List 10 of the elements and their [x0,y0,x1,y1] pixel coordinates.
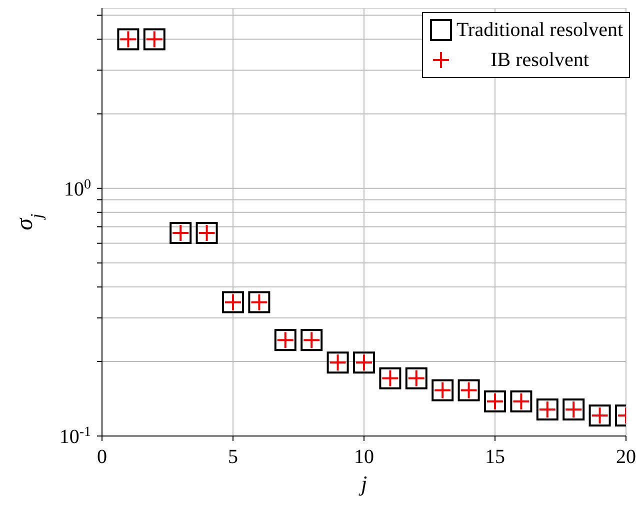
x-axis-title: j [358,471,368,496]
y-tick-label: 10$^{-1}$ [59,424,91,448]
x-tick-label: 10 [354,446,374,468]
x-tick-label: 20 [616,446,636,468]
x-tick-label: 0 [97,446,107,468]
legend-label: Traditional resolvent [456,18,623,42]
legend-label: IB resolvent [490,48,590,72]
x-tick-label: 15 [485,446,505,468]
y-tick-label: 10$^{0}$ [64,176,91,200]
x-tick-label: 5 [228,446,238,468]
